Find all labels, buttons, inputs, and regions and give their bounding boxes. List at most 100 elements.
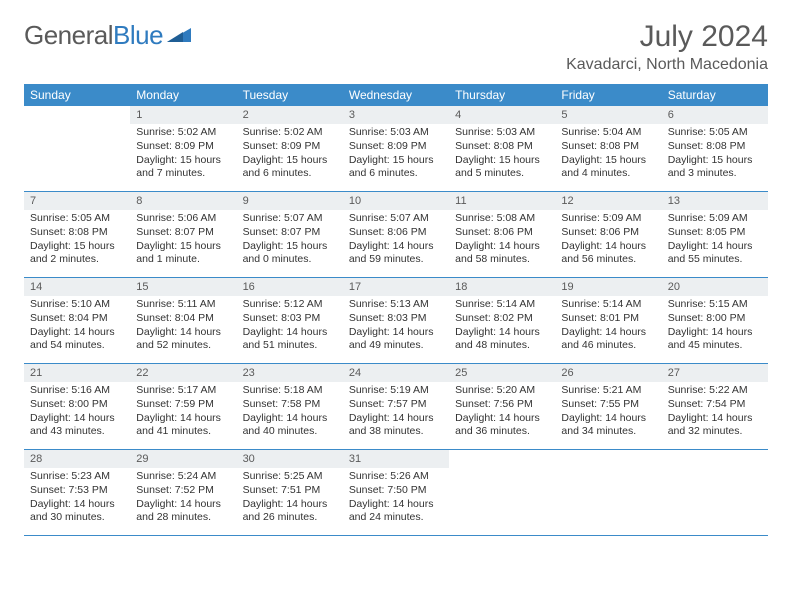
day-sunrise: Sunrise: 5:09 AM <box>561 212 655 226</box>
day-number: 7 <box>24 192 130 210</box>
day-daylight: Daylight: 14 hours and 49 minutes. <box>349 326 443 353</box>
calendar-cell: 10Sunrise: 5:07 AMSunset: 8:06 PMDayligh… <box>343 192 449 278</box>
day-sunrise: Sunrise: 5:20 AM <box>455 384 549 398</box>
weekday-header: Tuesday <box>237 84 343 106</box>
day-sunset: Sunset: 7:55 PM <box>561 398 655 412</box>
day-sunrise: Sunrise: 5:24 AM <box>136 470 230 484</box>
day-sunrise: Sunrise: 5:03 AM <box>455 126 549 140</box>
day-daylight: Daylight: 14 hours and 56 minutes. <box>561 240 655 267</box>
calendar-cell: 22Sunrise: 5:17 AMSunset: 7:59 PMDayligh… <box>130 364 236 450</box>
day-sunset: Sunset: 8:04 PM <box>136 312 230 326</box>
day-sunrise: Sunrise: 5:05 AM <box>668 126 762 140</box>
day-sunset: Sunset: 8:05 PM <box>668 226 762 240</box>
weekday-header: Sunday <box>24 84 130 106</box>
day-daylight: Daylight: 14 hours and 46 minutes. <box>561 326 655 353</box>
calendar-cell: 4Sunrise: 5:03 AMSunset: 8:08 PMDaylight… <box>449 106 555 192</box>
day-sunrise: Sunrise: 5:02 AM <box>243 126 337 140</box>
day-number: 27 <box>662 364 768 382</box>
calendar-cell: 2Sunrise: 5:02 AMSunset: 8:09 PMDaylight… <box>237 106 343 192</box>
day-sunrise: Sunrise: 5:07 AM <box>349 212 443 226</box>
day-number: 11 <box>449 192 555 210</box>
day-details: Sunrise: 5:22 AMSunset: 7:54 PMDaylight:… <box>662 382 768 445</box>
day-sunset: Sunset: 8:04 PM <box>30 312 124 326</box>
calendar-cell-empty <box>555 450 661 536</box>
day-details: Sunrise: 5:09 AMSunset: 8:05 PMDaylight:… <box>662 210 768 273</box>
day-sunrise: Sunrise: 5:09 AM <box>668 212 762 226</box>
calendar-cell: 14Sunrise: 5:10 AMSunset: 8:04 PMDayligh… <box>24 278 130 364</box>
day-sunset: Sunset: 8:06 PM <box>349 226 443 240</box>
day-number: 8 <box>130 192 236 210</box>
day-details: Sunrise: 5:25 AMSunset: 7:51 PMDaylight:… <box>237 468 343 531</box>
day-sunrise: Sunrise: 5:19 AM <box>349 384 443 398</box>
calendar-cell: 3Sunrise: 5:03 AMSunset: 8:09 PMDaylight… <box>343 106 449 192</box>
day-sunrise: Sunrise: 5:23 AM <box>30 470 124 484</box>
day-daylight: Daylight: 14 hours and 45 minutes. <box>668 326 762 353</box>
day-sunset: Sunset: 7:54 PM <box>668 398 762 412</box>
logo-word1: General <box>24 20 113 50</box>
day-number: 9 <box>237 192 343 210</box>
month-title: July 2024 <box>566 20 768 54</box>
calendar-cell: 13Sunrise: 5:09 AMSunset: 8:05 PMDayligh… <box>662 192 768 278</box>
day-sunset: Sunset: 7:57 PM <box>349 398 443 412</box>
day-sunset: Sunset: 7:52 PM <box>136 484 230 498</box>
calendar-cell-empty <box>449 450 555 536</box>
day-sunrise: Sunrise: 5:04 AM <box>561 126 655 140</box>
day-details: Sunrise: 5:03 AMSunset: 8:09 PMDaylight:… <box>343 124 449 187</box>
day-daylight: Daylight: 14 hours and 32 minutes. <box>668 412 762 439</box>
day-sunrise: Sunrise: 5:21 AM <box>561 384 655 398</box>
day-sunrise: Sunrise: 5:18 AM <box>243 384 337 398</box>
day-details: Sunrise: 5:04 AMSunset: 8:08 PMDaylight:… <box>555 124 661 187</box>
day-daylight: Daylight: 14 hours and 26 minutes. <box>243 498 337 525</box>
calendar-cell: 21Sunrise: 5:16 AMSunset: 8:00 PMDayligh… <box>24 364 130 450</box>
calendar-cell: 17Sunrise: 5:13 AMSunset: 8:03 PMDayligh… <box>343 278 449 364</box>
calendar-cell-empty <box>24 106 130 192</box>
day-daylight: Daylight: 14 hours and 28 minutes. <box>136 498 230 525</box>
day-sunrise: Sunrise: 5:12 AM <box>243 298 337 312</box>
day-number: 26 <box>555 364 661 382</box>
day-daylight: Daylight: 15 hours and 6 minutes. <box>349 154 443 181</box>
day-daylight: Daylight: 15 hours and 2 minutes. <box>30 240 124 267</box>
day-details: Sunrise: 5:05 AMSunset: 8:08 PMDaylight:… <box>662 124 768 187</box>
day-details: Sunrise: 5:08 AMSunset: 8:06 PMDaylight:… <box>449 210 555 273</box>
day-sunrise: Sunrise: 5:11 AM <box>136 298 230 312</box>
logo-word2: Blue <box>113 20 163 50</box>
day-number: 17 <box>343 278 449 296</box>
day-sunset: Sunset: 8:01 PM <box>561 312 655 326</box>
day-sunset: Sunset: 8:03 PM <box>243 312 337 326</box>
weekday-header: Friday <box>555 84 661 106</box>
calendar-cell: 16Sunrise: 5:12 AMSunset: 8:03 PMDayligh… <box>237 278 343 364</box>
day-number: 13 <box>662 192 768 210</box>
calendar-cell: 6Sunrise: 5:05 AMSunset: 8:08 PMDaylight… <box>662 106 768 192</box>
day-details: Sunrise: 5:23 AMSunset: 7:53 PMDaylight:… <box>24 468 130 531</box>
calendar-cell: 15Sunrise: 5:11 AMSunset: 8:04 PMDayligh… <box>130 278 236 364</box>
day-details: Sunrise: 5:18 AMSunset: 7:58 PMDaylight:… <box>237 382 343 445</box>
calendar-cell: 1Sunrise: 5:02 AMSunset: 8:09 PMDaylight… <box>130 106 236 192</box>
day-sunset: Sunset: 8:07 PM <box>136 226 230 240</box>
day-daylight: Daylight: 15 hours and 4 minutes. <box>561 154 655 181</box>
day-details: Sunrise: 5:07 AMSunset: 8:06 PMDaylight:… <box>343 210 449 273</box>
day-daylight: Daylight: 14 hours and 30 minutes. <box>30 498 124 525</box>
day-number: 10 <box>343 192 449 210</box>
day-number: 22 <box>130 364 236 382</box>
day-daylight: Daylight: 14 hours and 43 minutes. <box>30 412 124 439</box>
day-number: 16 <box>237 278 343 296</box>
day-sunrise: Sunrise: 5:15 AM <box>668 298 762 312</box>
calendar-header-row: SundayMondayTuesdayWednesdayThursdayFrid… <box>24 84 768 106</box>
day-details: Sunrise: 5:20 AMSunset: 7:56 PMDaylight:… <box>449 382 555 445</box>
calendar-cell-empty <box>662 450 768 536</box>
day-sunset: Sunset: 7:56 PM <box>455 398 549 412</box>
day-sunset: Sunset: 7:53 PM <box>30 484 124 498</box>
calendar-cell: 26Sunrise: 5:21 AMSunset: 7:55 PMDayligh… <box>555 364 661 450</box>
day-details: Sunrise: 5:02 AMSunset: 8:09 PMDaylight:… <box>130 124 236 187</box>
day-details: Sunrise: 5:21 AMSunset: 7:55 PMDaylight:… <box>555 382 661 445</box>
day-sunrise: Sunrise: 5:10 AM <box>30 298 124 312</box>
day-sunset: Sunset: 8:08 PM <box>30 226 124 240</box>
day-details: Sunrise: 5:07 AMSunset: 8:07 PMDaylight:… <box>237 210 343 273</box>
day-daylight: Daylight: 14 hours and 24 minutes. <box>349 498 443 525</box>
day-number: 18 <box>449 278 555 296</box>
page: GeneralBlue July 2024 Kavadarci, North M… <box>0 0 792 556</box>
day-number: 15 <box>130 278 236 296</box>
day-sunrise: Sunrise: 5:14 AM <box>455 298 549 312</box>
calendar-cell: 18Sunrise: 5:14 AMSunset: 8:02 PMDayligh… <box>449 278 555 364</box>
day-sunset: Sunset: 7:58 PM <box>243 398 337 412</box>
